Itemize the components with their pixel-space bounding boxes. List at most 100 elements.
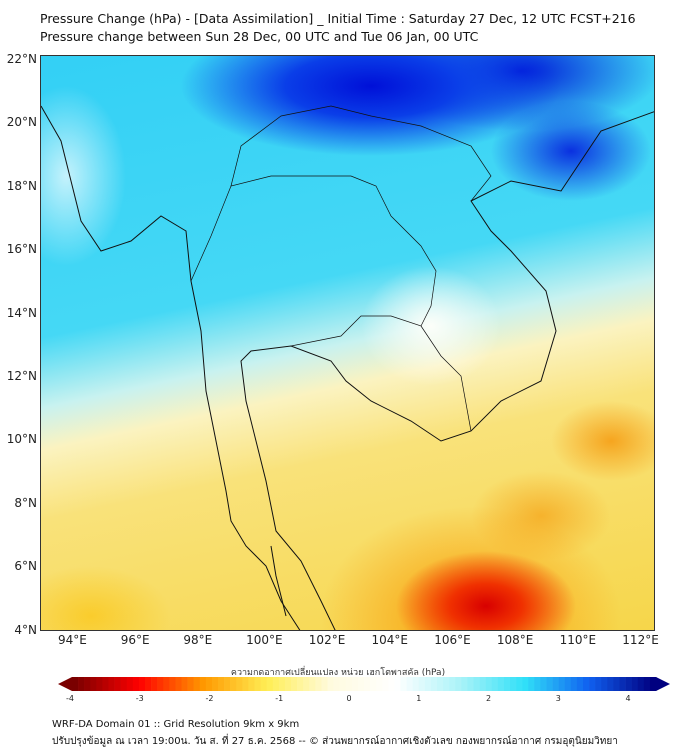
colorbar-bin bbox=[643, 677, 651, 691]
colorbar-bin bbox=[461, 677, 468, 691]
colorbar-bin bbox=[230, 677, 237, 691]
lat-tick-label: 22°N bbox=[6, 52, 37, 66]
colorbar-bin bbox=[187, 677, 194, 691]
colorbar-bin bbox=[418, 677, 426, 691]
colorbar-bin bbox=[96, 677, 103, 691]
colorbar-bin bbox=[589, 677, 596, 691]
colorbar-bin bbox=[278, 677, 286, 691]
colorbar-bin bbox=[339, 677, 347, 691]
colorbar-bin bbox=[376, 677, 383, 691]
colorbar-bin bbox=[534, 677, 541, 691]
island bbox=[270, 545, 287, 617]
colorbar-bin bbox=[315, 677, 322, 691]
lat-tick-label: 6°N bbox=[14, 559, 37, 574]
colorbar-bin bbox=[242, 677, 249, 691]
colorbar-bin bbox=[382, 677, 389, 691]
colorbar-bin bbox=[78, 677, 85, 691]
colorbar-bin bbox=[303, 677, 310, 691]
map-title: Pressure Change (hPa) - [Data Assimilati… bbox=[40, 11, 636, 26]
colorbar-bin bbox=[224, 677, 231, 691]
coastline-gulf bbox=[240, 111, 654, 630]
colorbar-tick-label: -2 bbox=[205, 694, 214, 703]
colorbar-bin bbox=[193, 677, 201, 691]
colorbar-bin bbox=[297, 677, 304, 691]
lon-tick-label: 112°E bbox=[622, 633, 659, 647]
lat-tick-label: 4°N bbox=[14, 622, 37, 637]
colorbar-bin bbox=[151, 677, 158, 691]
colorbar-bin bbox=[102, 677, 109, 691]
colorbar-bin bbox=[345, 677, 353, 691]
colorbar-tick-label: 0 bbox=[346, 694, 352, 703]
colorbar-bin bbox=[108, 677, 115, 691]
colorbar-bin bbox=[138, 677, 146, 691]
colorbar-bin bbox=[199, 677, 207, 691]
colorbar-bin bbox=[266, 677, 274, 691]
colorbar-bin bbox=[649, 677, 657, 691]
colorbar-bin bbox=[132, 677, 140, 691]
lon-tick-label: 94°E bbox=[58, 633, 87, 647]
country-borders bbox=[230, 105, 492, 202]
colorbar-bin bbox=[437, 677, 444, 691]
colorbar-bin bbox=[272, 677, 280, 691]
lon-tick-label: 106°E bbox=[434, 633, 471, 647]
colorbar-bin bbox=[400, 677, 407, 691]
colorbar-bin bbox=[455, 677, 462, 691]
lat-tick-label: 14°N bbox=[6, 305, 37, 320]
colorbar-bin bbox=[175, 677, 182, 691]
colorbar-bin bbox=[364, 677, 371, 691]
colorbar-tick-label: -4 bbox=[66, 694, 74, 703]
colorbar-bin bbox=[631, 677, 639, 691]
colorbar-bin bbox=[625, 677, 632, 691]
colorbar-bin bbox=[479, 677, 486, 691]
colorbar-bin bbox=[558, 677, 566, 691]
lon-tick-label: 102°E bbox=[308, 633, 346, 647]
country-borders bbox=[190, 175, 437, 347]
colorbar-tick-label: 2 bbox=[485, 694, 492, 703]
colorbar-bin bbox=[90, 677, 97, 691]
colorbar-bin bbox=[394, 677, 401, 691]
lat-tick-label: 12°N bbox=[6, 369, 37, 383]
footer-model-info: WRF-DA Domain 01 :: Grid Resolution 9km … bbox=[52, 719, 300, 730]
lon-tick-label: 110°E bbox=[559, 633, 597, 647]
colorbar-bin bbox=[491, 677, 499, 691]
colorbar-bin bbox=[619, 677, 626, 691]
colorbar-bin bbox=[205, 677, 213, 691]
colorbar-bin bbox=[570, 677, 578, 691]
colorbar-bin bbox=[351, 677, 359, 691]
lon-tick-label: 96°E bbox=[120, 633, 150, 647]
colorbar-bin bbox=[424, 677, 432, 691]
colorbar-bin bbox=[236, 677, 243, 691]
colorbar-bin bbox=[607, 677, 614, 691]
colorbar-bin bbox=[449, 677, 456, 691]
colorbar-bin bbox=[412, 677, 420, 691]
colorbar-bin bbox=[291, 677, 298, 691]
pressure-change-map bbox=[40, 55, 655, 631]
colorbar-bin bbox=[583, 677, 590, 691]
colorbar-bin bbox=[601, 677, 608, 691]
colorbar-bin bbox=[497, 677, 505, 691]
colorbar-bin bbox=[443, 677, 450, 691]
colorbar bbox=[58, 677, 670, 691]
colorbar-tick-label: 3 bbox=[555, 694, 561, 703]
colorbar-bin bbox=[406, 677, 413, 691]
colorbar-bin bbox=[370, 677, 377, 691]
colorbar-extend-arrow bbox=[58, 677, 72, 691]
lat-tick-label: 10°N bbox=[6, 432, 37, 447]
lon-tick-label: 100°E bbox=[246, 633, 283, 647]
colorbar-bin bbox=[260, 677, 267, 691]
colorbar-bin bbox=[552, 677, 559, 691]
colorbar-bin bbox=[473, 677, 480, 691]
colorbar-tick-label: -3 bbox=[135, 694, 144, 703]
colorbar-bin bbox=[114, 677, 121, 691]
colorbar-bin bbox=[72, 677, 79, 691]
colorbar-bin bbox=[309, 677, 316, 691]
colorbar-bin bbox=[388, 677, 395, 691]
colorbar-bin bbox=[637, 677, 645, 691]
colorbar-bin bbox=[157, 677, 164, 691]
map-subtitle: Pressure change between Sun 28 Dec, 00 U… bbox=[40, 29, 479, 44]
colorbar-bin bbox=[510, 677, 517, 691]
colorbar-tick-label: -1 bbox=[275, 694, 284, 703]
colorbar-bin bbox=[540, 677, 547, 691]
colorbar-bin bbox=[145, 677, 152, 691]
colorbar-bin bbox=[528, 677, 535, 691]
